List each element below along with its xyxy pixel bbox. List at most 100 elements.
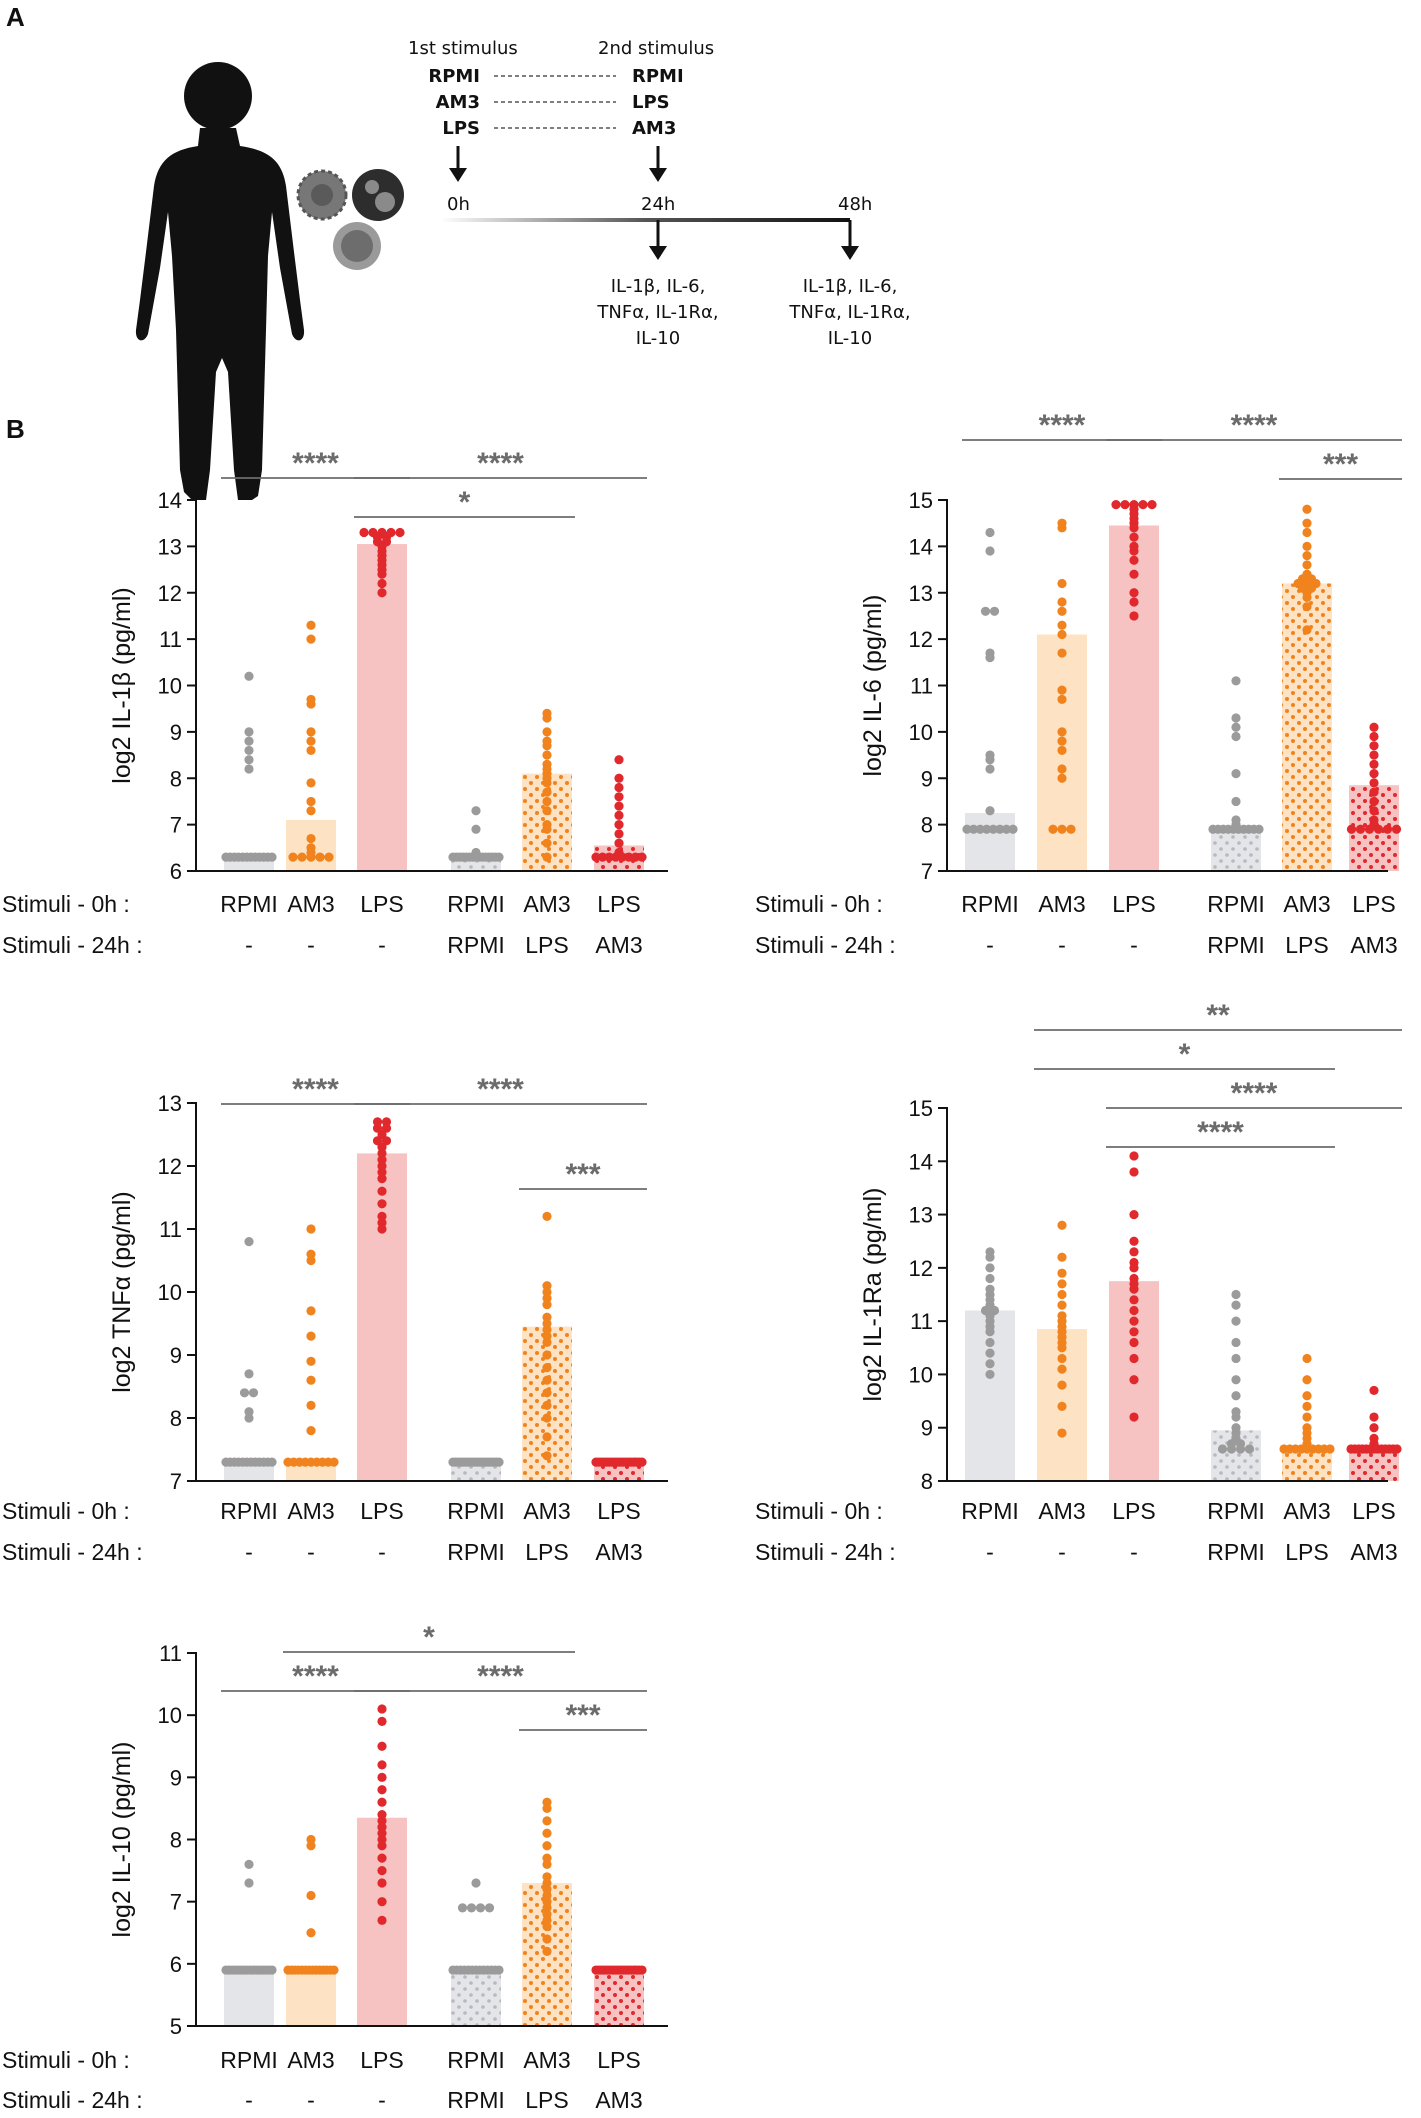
category-24h-label: -: [307, 932, 315, 958]
point-il1b-2: [377, 569, 387, 579]
point-il1ra-1: [1057, 1220, 1067, 1230]
point-il6-1: [1057, 606, 1067, 616]
significance-label-il1b: ****: [292, 447, 339, 480]
point-tnfa-1: [329, 1457, 339, 1467]
point-il1b-1: [306, 634, 316, 644]
category-24h-label: -: [307, 2087, 315, 2113]
point-il10-3: [494, 1965, 504, 1975]
point-tnfa-4: [542, 1400, 552, 1410]
point-il1ra-3: [1231, 1337, 1241, 1348]
category-24h-label: -: [378, 1539, 386, 1565]
point-il6-1: [1057, 629, 1067, 640]
point-il1b-5: [614, 782, 624, 793]
y-axis-label-il1b: log2 IL-1β (pg/ml): [108, 587, 136, 783]
point-il1ra-5: [1369, 1423, 1379, 1433]
point-il1b-4: [542, 806, 552, 816]
point-il1b-1: [306, 699, 316, 709]
category-0h-label: AM3: [523, 891, 570, 917]
point-il6-1: [1057, 773, 1067, 783]
stimuli-0h-label: Stimuli - 0h :: [755, 1498, 883, 1524]
y-tick-label-tnfa: 8: [170, 1406, 182, 1431]
point-il1b-5: [614, 773, 624, 783]
point-il10-2: [377, 1741, 387, 1751]
point-il1b-1: [306, 620, 316, 630]
schematic-second-stimulus: AM3: [632, 118, 676, 139]
panel-a-label: A: [6, 2, 25, 32]
point-il1ra-3: [1231, 1316, 1241, 1326]
point-il1b-1: [288, 852, 298, 862]
point-tnfa-4: [542, 1281, 552, 1291]
point-tnfa-0: [248, 1388, 259, 1398]
significance-label-tnfa: ***: [565, 1158, 600, 1191]
point-tnfa-1: [306, 1255, 316, 1266]
point-tnfa-4: [542, 1287, 552, 1297]
category-0h-label: RPMI: [961, 1498, 1019, 1524]
significance-label-il1b: *: [459, 486, 471, 519]
category-24h-label: AM3: [595, 932, 642, 958]
point-il6-5: [1369, 741, 1379, 751]
significance-label-il6: ****: [1039, 409, 1086, 442]
point-tnfa-4: [542, 1363, 552, 1373]
point-il6-0: [985, 755, 995, 765]
point-il1ra-0: [985, 1359, 995, 1369]
point-il1b-5: [624, 852, 634, 862]
point-tnfa-0: [239, 1388, 250, 1398]
point-il10-2: [377, 1760, 387, 1770]
point-il6-4: [1302, 551, 1312, 561]
category-24h-label: -: [986, 932, 994, 958]
point-il1ra-4: [1302, 1412, 1312, 1422]
significance-label-il6: ***: [1323, 448, 1358, 481]
point-il1ra-1: [1057, 1364, 1067, 1374]
point-il1b-0: [267, 852, 277, 862]
point-il1b-3: [471, 824, 481, 834]
category-24h-label: -: [378, 2087, 386, 2113]
point-il10-2: [377, 1865, 387, 1876]
category-24h-label: -: [245, 1539, 253, 1565]
point-il6-2: [1129, 532, 1139, 542]
readout-line: IL-1β, IL-6,: [611, 276, 706, 297]
point-il1b-0: [244, 745, 254, 756]
y-axis-label-il1ra: log2 IL-1Ra (pg/ml): [859, 1188, 887, 1402]
point-il6-1: [1066, 824, 1076, 834]
category-24h-label: -: [378, 932, 386, 958]
category-24h-label: LPS: [1285, 1539, 1328, 1565]
y-axis-label-tnfa: log2 TNFα (pg/ml): [108, 1191, 136, 1393]
point-il1ra-2: [1129, 1327, 1139, 1337]
y-tick-label-il1ra: 12: [909, 1256, 933, 1281]
point-il6-1: [1057, 745, 1067, 756]
point-tnfa-2: [381, 1117, 392, 1127]
point-il10-0: [244, 1859, 254, 1869]
y-tick-label-il1b: 10: [158, 674, 182, 699]
point-il6-1: [1057, 523, 1067, 533]
point-il6-2: [1129, 597, 1139, 607]
significance-label-il10: *: [423, 1621, 435, 1654]
point-il6-2: [1147, 500, 1157, 510]
schematic-second-stimulus: RPMI: [632, 66, 684, 87]
point-il1ra-2: [1129, 1263, 1139, 1273]
category-0h-label: RPMI: [447, 1498, 505, 1524]
y-tick-label-il10: 8: [170, 1828, 182, 1853]
y-tick-label-il10: 10: [158, 1703, 182, 1728]
point-il6-0: [982, 824, 992, 834]
significance-label-il1ra: **: [1206, 999, 1230, 1032]
point-il1b-2: [395, 527, 405, 538]
human-silhouette-icon: [135, 62, 305, 500]
point-il6-5: [1369, 769, 1379, 779]
significance-label-il1ra: ****: [1197, 1116, 1244, 1149]
point-il1ra-3: [1231, 1353, 1241, 1364]
point-il1ra-2: [1129, 1412, 1139, 1422]
point-il1b-5: [614, 755, 624, 765]
category-0h-label: LPS: [1352, 1498, 1395, 1524]
point-il6-0: [1008, 824, 1018, 834]
point-tnfa-2: [377, 1218, 387, 1228]
point-il1b-5: [637, 852, 647, 862]
point-il1ra-3: [1231, 1300, 1241, 1310]
point-il6-4: [1302, 504, 1312, 514]
point-tnfa-4: [542, 1388, 552, 1398]
point-il6-3: [1231, 676, 1241, 686]
significance-label-tnfa: ****: [292, 1073, 339, 1106]
y-tick-label-il6: 9: [921, 766, 933, 791]
y-tick-label-il6: 13: [909, 581, 933, 606]
point-il1b-0: [244, 671, 254, 681]
